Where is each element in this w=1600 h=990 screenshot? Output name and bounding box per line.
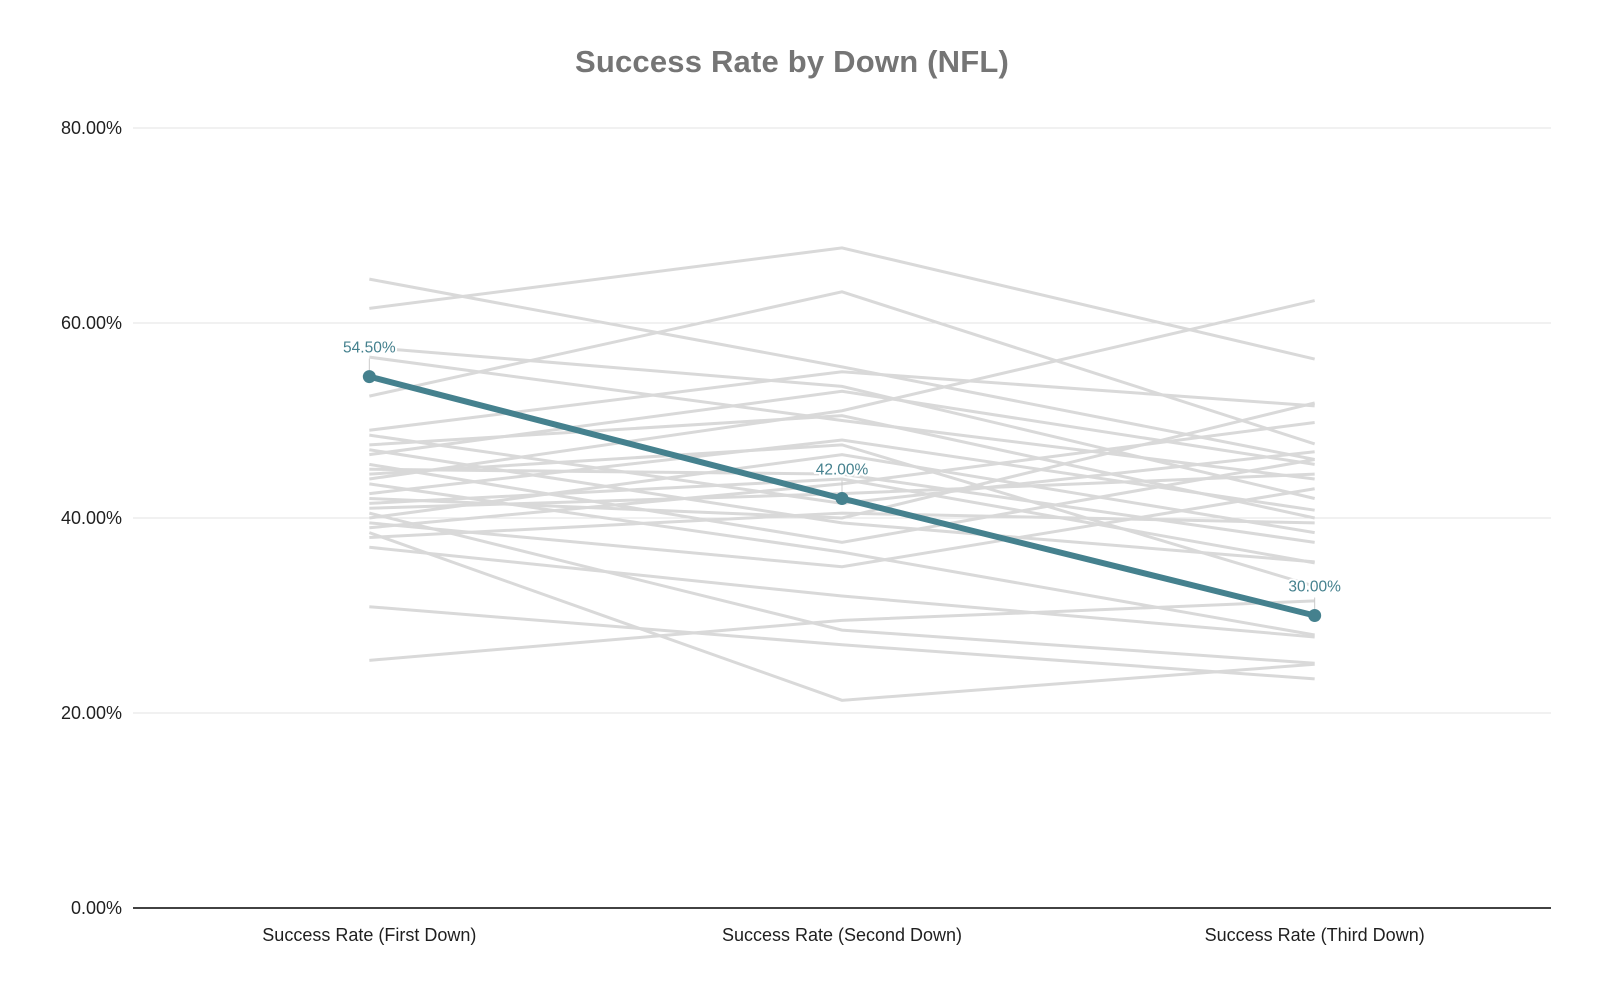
background-series-line bbox=[368, 511, 1315, 665]
background-series-line bbox=[369, 438, 1315, 512]
background-series-line bbox=[369, 545, 1315, 639]
background-series-line bbox=[369, 345, 1316, 500]
background-series-line bbox=[369, 370, 1315, 432]
highlight-data-point bbox=[835, 492, 849, 505]
background-series-line bbox=[369, 477, 1315, 565]
background-series-line bbox=[369, 355, 1315, 481]
chart-title: Success Rate by Down (NFL) bbox=[574, 44, 1010, 79]
background-series-line bbox=[369, 487, 1315, 569]
background-series-line bbox=[369, 482, 1315, 637]
background-series-line bbox=[369, 414, 1315, 520]
x-axis-category-label: Success Rate (First Down) bbox=[262, 925, 476, 945]
highlight-data-point bbox=[1308, 609, 1322, 622]
y-axis-tick-label: 60.00% bbox=[61, 313, 122, 333]
background-series-line bbox=[369, 453, 1315, 535]
y-axis-tick-label: 20.00% bbox=[61, 703, 122, 723]
background-series-line bbox=[369, 599, 1315, 662]
x-axis-category-label: Success Rate (Second Down) bbox=[722, 925, 962, 945]
background-series-line bbox=[369, 246, 1316, 361]
x-axis-category-label: Success Rate (Third Down) bbox=[1205, 925, 1425, 945]
background-series-line bbox=[369, 401, 1316, 520]
y-axis-tick-label: 80.00% bbox=[61, 118, 122, 138]
y-axis-tick-label: 0.00% bbox=[71, 898, 122, 918]
highlight-data-point bbox=[362, 370, 376, 384]
background-series-line bbox=[369, 605, 1315, 681]
data-point-label: 54.50% bbox=[343, 340, 396, 357]
y-axis-tick-label: 40.00% bbox=[61, 508, 122, 528]
background-series-line bbox=[369, 448, 1315, 564]
data-point-label: 30.00% bbox=[1288, 579, 1341, 596]
background-series-line bbox=[369, 443, 1316, 588]
background-series-line bbox=[368, 531, 1315, 702]
background-series-line bbox=[369, 299, 1316, 481]
background-series-line bbox=[369, 511, 1315, 539]
data-point-label: 42.00% bbox=[816, 462, 869, 479]
background-series-line bbox=[369, 277, 1315, 461]
